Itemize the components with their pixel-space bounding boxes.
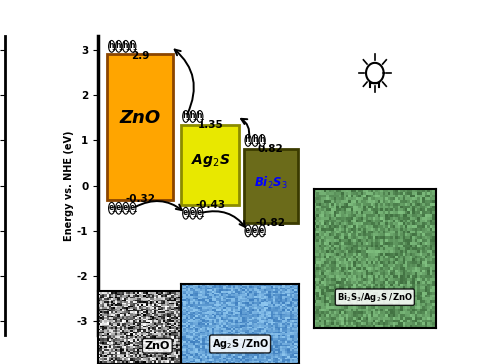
Text: h: h [252, 135, 257, 145]
Bar [181, 124, 239, 205]
Circle shape [245, 225, 251, 237]
Text: −: − [125, 209, 130, 213]
Text: +: + [254, 141, 259, 146]
Text: ZnO: ZnO [120, 109, 161, 127]
Text: 0.82: 0.82 [258, 143, 284, 154]
Text: −: − [247, 231, 252, 236]
Circle shape [122, 202, 129, 214]
Text: h: h [190, 111, 195, 120]
Bar [107, 55, 173, 200]
Text: e: e [259, 226, 264, 235]
Text: -0.32: -0.32 [125, 194, 155, 204]
Text: 1.35: 1.35 [197, 119, 223, 130]
Text: e: e [116, 203, 121, 212]
Text: +: + [199, 116, 204, 122]
Text: ZnO: ZnO [145, 341, 170, 351]
Text: -0.82: -0.82 [256, 218, 286, 228]
Text: e: e [109, 203, 114, 212]
Text: −: − [118, 209, 122, 213]
Text: e: e [245, 226, 250, 235]
Circle shape [130, 202, 136, 214]
Text: −: − [262, 231, 266, 236]
Circle shape [197, 111, 203, 122]
Circle shape [190, 207, 196, 219]
Text: e: e [197, 208, 202, 217]
Text: −: − [192, 213, 197, 218]
Text: h: h [182, 111, 188, 120]
Text: +: + [132, 47, 137, 52]
Circle shape [109, 40, 115, 52]
Text: +: + [185, 116, 190, 122]
Text: e: e [252, 226, 257, 235]
Text: Ag$_2$S /ZnO: Ag$_2$S /ZnO [212, 337, 269, 351]
Circle shape [183, 207, 189, 219]
Text: h: h [108, 41, 114, 50]
Text: +: + [192, 116, 197, 122]
Y-axis label: Energy vs. NHE (eV): Energy vs. NHE (eV) [64, 130, 74, 241]
Circle shape [190, 111, 196, 122]
Text: e: e [130, 203, 135, 212]
Text: h: h [116, 41, 121, 50]
Text: h: h [196, 111, 202, 120]
Bar [244, 149, 298, 223]
Circle shape [259, 225, 265, 237]
Text: +: + [118, 47, 122, 52]
Circle shape [122, 40, 129, 52]
Text: +: + [247, 141, 252, 146]
Circle shape [197, 207, 203, 219]
Text: Ag$_2$S: Ag$_2$S [191, 152, 230, 169]
Circle shape [259, 135, 265, 146]
Text: +: + [262, 141, 266, 146]
Text: e: e [190, 208, 195, 217]
Text: +: + [125, 47, 130, 52]
Circle shape [252, 135, 258, 146]
Text: 2.9: 2.9 [131, 51, 149, 61]
Text: h: h [129, 41, 135, 50]
Circle shape [109, 202, 115, 214]
Text: h: h [245, 135, 250, 145]
Text: −: − [132, 209, 137, 213]
Text: +: + [111, 47, 116, 52]
Circle shape [116, 202, 122, 214]
Text: −: − [111, 209, 116, 213]
Text: -0.43: -0.43 [195, 200, 225, 210]
Text: e: e [122, 203, 128, 212]
Circle shape [252, 225, 258, 237]
Text: e: e [183, 208, 188, 217]
Text: −: − [254, 231, 259, 236]
Circle shape [116, 40, 122, 52]
Text: Bi$_2$S$_3$: Bi$_2$S$_3$ [254, 175, 288, 191]
Text: Bi$_2$S$_3$/Ag$_2$S /ZnO: Bi$_2$S$_3$/Ag$_2$S /ZnO [337, 291, 413, 304]
Circle shape [130, 40, 136, 52]
Text: −: − [199, 213, 204, 218]
Circle shape [183, 111, 189, 122]
Text: −: − [185, 213, 190, 218]
Text: h: h [122, 41, 128, 50]
Circle shape [245, 135, 251, 146]
Text: h: h [259, 135, 265, 145]
